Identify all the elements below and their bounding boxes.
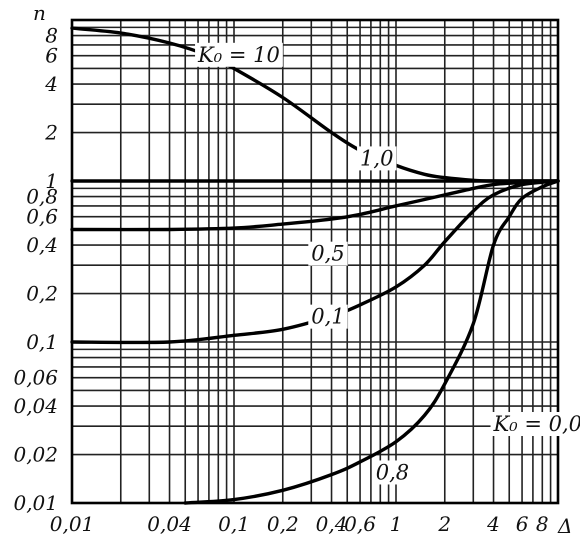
x-tick-label-0: 0,01 <box>50 512 95 536</box>
curve-label-5: 0,8 <box>376 460 409 484</box>
y-tick-label-7: 0,6 <box>26 205 58 229</box>
curve-label-4: K₀ = 0,01 <box>493 412 580 436</box>
x-tick-label-8: 4 <box>486 512 500 536</box>
y-tick-label-9: 1 <box>45 169 58 193</box>
y-tick-label-4: 0,1 <box>26 330 58 354</box>
curve-label-2: 0,5 <box>311 242 344 266</box>
y-tick-label-6: 0,4 <box>26 233 58 257</box>
curve-label-bg-5 <box>372 460 413 485</box>
y-tick-label-11: 4 <box>44 72 58 96</box>
series-curve-2 <box>70 179 560 232</box>
x-tick-label-4: 0,4 <box>316 512 348 536</box>
x-tick-label-3: 0,2 <box>267 512 299 536</box>
curve-label-0: K₀ = 10 <box>197 43 280 67</box>
x-tick-label-1: 0,04 <box>147 512 192 536</box>
curve-labels: K₀ = 10 1,0 0,5 0,1 K₀ = 0,01 0,8 <box>195 42 580 485</box>
x-tick-label-10: 8 <box>536 512 549 536</box>
x-tick-label-5: 0,6 <box>344 512 376 536</box>
y-tick-label-2: 0,04 <box>13 394 58 418</box>
y-tick-label-1: 0,02 <box>13 443 58 467</box>
x-tick-label-7: 2 <box>437 512 451 536</box>
y-tick-label-3: 0,06 <box>13 366 58 390</box>
y-tick-label-12: 6 <box>45 44 58 68</box>
y-tick-label-10: 2 <box>44 121 58 145</box>
curves <box>70 26 560 505</box>
y-tick-label-5: 0,2 <box>26 282 58 306</box>
x-tick-label-9: 6 <box>516 512 529 536</box>
y-axis-label: n <box>33 1 46 25</box>
y-tick-label-13: 8 <box>45 24 58 48</box>
x-tick-label-6: 1 <box>390 512 403 536</box>
x-tick-label-2: 0,1 <box>218 512 250 536</box>
curve-label-1: 1,0 <box>360 146 393 170</box>
curve-label-bg-0 <box>195 42 283 67</box>
curve-label-3: 0,1 <box>311 305 344 329</box>
curve-label-bg-2 <box>308 241 348 266</box>
tick-labels: 0,01 0,04 0,1 0,2 0,40,6 1 2 4 6 80,010,020,040,0… <box>13 24 548 536</box>
plot-frame <box>70 18 560 505</box>
series-curve-4 <box>183 179 560 505</box>
series-curve-3 <box>70 179 560 345</box>
curve-label-bg-1 <box>357 146 397 171</box>
y-tick-label-0: 0,01 <box>13 491 58 515</box>
x-axis-label: Δ <box>557 514 572 538</box>
y-tick-label-8: 0,8 <box>26 185 58 209</box>
curve-label-bg-3 <box>308 304 348 329</box>
curve-label-bg-4 <box>490 412 580 437</box>
